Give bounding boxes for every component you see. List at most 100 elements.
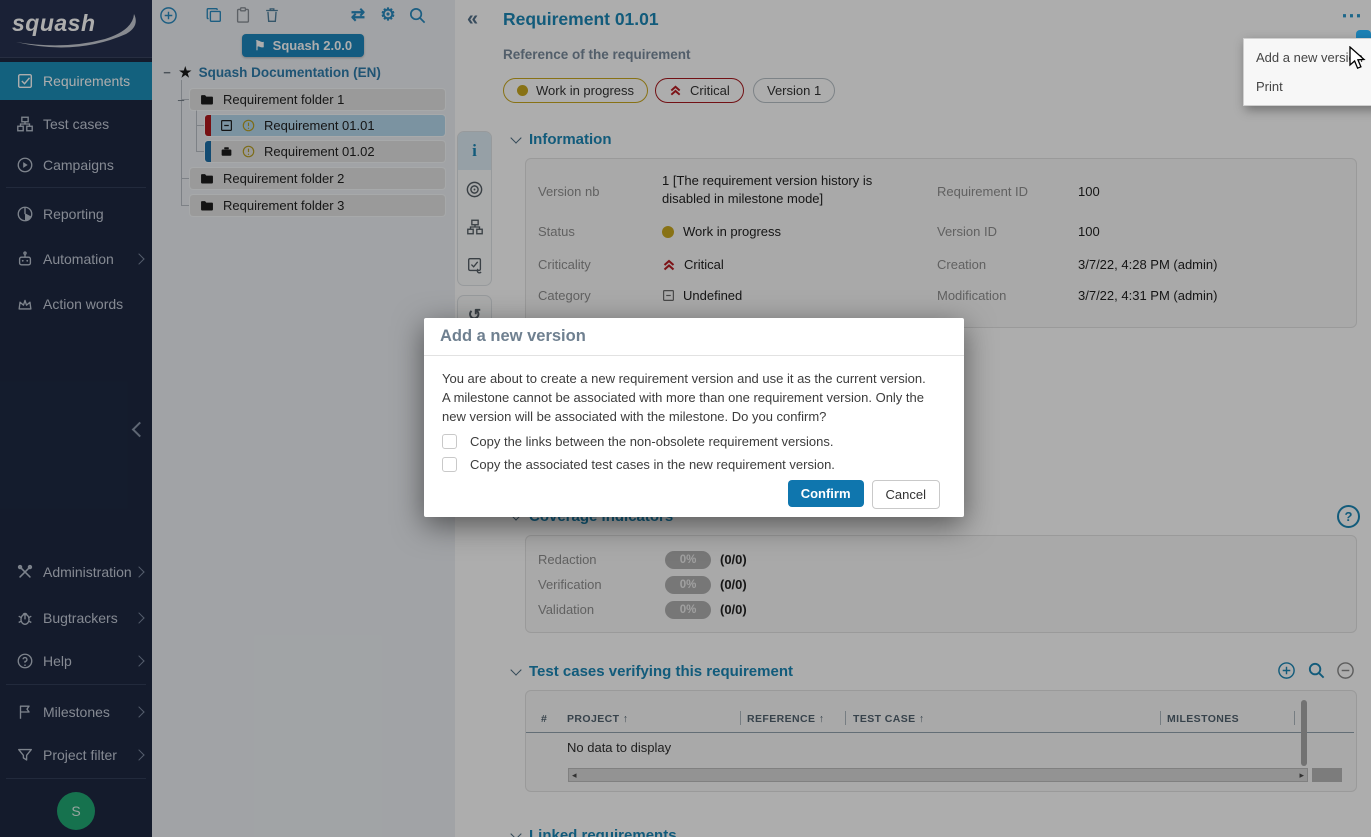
sidebar-item-help[interactable]: Help [0, 642, 152, 680]
collapse-pane-icon[interactable]: « [467, 8, 479, 30]
sidebar-item-requirements[interactable]: Requirements [0, 62, 152, 100]
target-icon [466, 181, 483, 197]
sidebar-item-administration[interactable]: Administration [0, 553, 152, 591]
vertical-scrollbar[interactable] [1301, 700, 1307, 766]
tree-node-folder[interactable]: Requirement folder 1 [190, 89, 445, 110]
cancel-button[interactable]: Cancel [871, 480, 940, 509]
field-value: 100 [1078, 224, 1100, 239]
tree-node-requirement-selected[interactable]: Requirement 01.01 [205, 115, 445, 136]
sidebar-item-action-words[interactable]: Action words [0, 285, 152, 323]
add-node-button[interactable] [158, 5, 178, 25]
sidebar-item-reporting[interactable]: Reporting [0, 195, 152, 233]
sort-asc-icon: ↑ [622, 713, 629, 725]
copy-test-cases-option: Copy the associated test cases in the ne… [442, 455, 948, 474]
field-label: Version nb [538, 184, 600, 199]
copy-icon[interactable] [204, 5, 224, 25]
column-header-reference[interactable]: REFERENCE ↑ [747, 713, 825, 725]
column-separator[interactable] [845, 711, 846, 725]
tab-information[interactable]: i [458, 132, 491, 170]
user-avatar[interactable]: S [57, 792, 95, 830]
collapse-toggle-icon[interactable]: − [177, 93, 185, 108]
sidebar-divider [6, 778, 146, 779]
info-icon: i [472, 141, 477, 160]
section-title: Test cases verifying this requirement [529, 663, 793, 680]
tree-node-folder[interactable]: Requirement folder 2 [190, 168, 445, 189]
funnel-icon [12, 746, 38, 764]
column-header-project[interactable]: PROJECT ↑ [567, 713, 629, 725]
collapse-toggle-icon[interactable]: − [163, 65, 171, 80]
column-header-number[interactable]: # [541, 713, 548, 725]
tree-settings-gear-icon[interactable]: ⚙ [380, 5, 396, 24]
page-title: Requirement 01.01 [503, 9, 659, 29]
column-header-test-case[interactable]: TEST CASE ↑ [853, 713, 925, 725]
reorder-icon[interactable]: ⇄ [350, 5, 366, 24]
table-header-divider [526, 732, 1354, 733]
more-actions-icon[interactable]: ⋯ [1341, 4, 1363, 27]
field-value: Critical [662, 257, 724, 272]
square-minus-icon [663, 290, 674, 301]
confirm-button[interactable]: Confirm [787, 480, 864, 507]
copy-test-cases-checkbox[interactable] [442, 457, 457, 472]
sidebar-item-campaigns[interactable]: Campaigns [0, 146, 152, 184]
logo-swoosh-icon [16, 14, 136, 48]
tab-hierarchy[interactable] [458, 208, 491, 246]
squash-logo[interactable]: squash [0, 0, 152, 58]
sidebar-item-milestones[interactable]: Milestones [0, 693, 152, 731]
sidebar-item-label: Project filter [43, 747, 117, 763]
field-label: Requirement ID [937, 184, 1029, 199]
tree-node-label: Requirement 01.02 [264, 144, 375, 159]
column-separator[interactable] [740, 711, 741, 725]
column-header-milestones[interactable]: MILESTONES [1167, 713, 1240, 725]
search-test-cases-icon[interactable] [1307, 661, 1326, 685]
status-chip-label: Work in progress [536, 83, 635, 98]
tree-node-requirement[interactable]: Requirement 01.02 [205, 141, 445, 162]
sidebar-item-project-filter[interactable]: Project filter [0, 736, 152, 774]
test-cases-section-header[interactable]: Test cases verifying this requirement [510, 663, 793, 680]
criticality-chip: Critical [655, 78, 744, 103]
add-test-case-link-icon[interactable] [1277, 661, 1296, 685]
field-label: Modification [937, 288, 1007, 303]
tree-connector [181, 80, 182, 206]
menu-item-print[interactable]: Print [1256, 79, 1283, 94]
tree-project-row[interactable]: − ★ Squash Documentation (EN) [162, 64, 381, 81]
sidebar-item-test-cases[interactable]: Test cases [0, 105, 152, 143]
hierarchy-icon [466, 219, 483, 235]
tab-verifying-test-cases[interactable] [458, 246, 491, 284]
copy-links-checkbox[interactable] [442, 434, 457, 449]
dialog-text-line: You are about to create a new requiremen… [442, 371, 926, 386]
horizontal-scrollbar[interactable]: ◂ ▸ [568, 768, 1308, 782]
field-value: Work in progress [662, 224, 781, 239]
folder-icon [200, 93, 214, 106]
menu-item-add-version[interactable]: Add a new version [1256, 50, 1363, 65]
scroll-right-icon[interactable]: ▸ [1299, 769, 1304, 780]
information-section-header[interactable]: Information [510, 131, 612, 148]
critical-chevrons-icon [663, 259, 675, 270]
version-chip-label: Version 1 [767, 83, 822, 98]
field-value: 100 [1078, 184, 1100, 199]
tree-node-folder[interactable]: Requirement folder 3 [190, 195, 445, 216]
tree-node-label: Requirement 01.01 [264, 118, 375, 133]
status-dot-icon [662, 225, 674, 238]
tree-search-icon[interactable] [407, 5, 427, 25]
coverage-label: Verification [538, 577, 602, 592]
tab-coverage[interactable] [458, 170, 491, 208]
sidebar-item-automation[interactable]: Automation [0, 240, 152, 278]
coverage-percent-pill: 0% [665, 576, 711, 594]
tree-node-label: Requirement folder 1 [223, 92, 345, 107]
hierarchy-icon [12, 115, 38, 133]
milestone-version-badge[interactable]: ⚑ Squash 2.0.0 [242, 34, 365, 57]
paste-icon[interactable] [233, 5, 253, 25]
sidebar-item-bugtrackers[interactable]: Bugtrackers [0, 599, 152, 637]
column-separator[interactable] [1294, 711, 1295, 725]
help-icon[interactable]: ? [1337, 505, 1360, 528]
column-separator[interactable] [1160, 711, 1161, 725]
linked-requirements-section-header[interactable]: Linked requirements [510, 827, 677, 837]
pie-chart-icon [12, 205, 38, 223]
requirement-reference-label: Reference of the requirement [503, 47, 691, 62]
status-chip: Work in progress [503, 78, 649, 103]
remove-test-case-link-icon[interactable] [1336, 661, 1355, 685]
sidebar-divider [6, 187, 146, 188]
scroll-left-icon[interactable]: ◂ [572, 769, 577, 780]
delete-icon[interactable] [262, 5, 282, 25]
sidebar-item-label: Reporting [43, 206, 104, 222]
